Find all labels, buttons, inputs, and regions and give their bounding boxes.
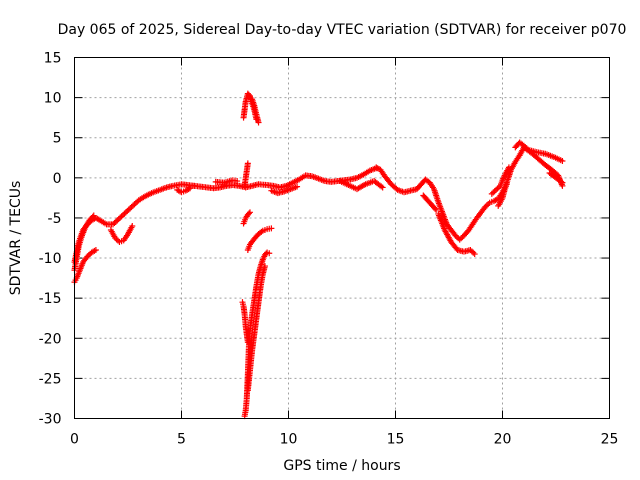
data-point bbox=[379, 184, 386, 191]
x-tick-label: 25 bbox=[601, 432, 619, 448]
data-point bbox=[92, 247, 99, 254]
x-tick-label: 10 bbox=[280, 432, 298, 448]
data-point bbox=[268, 225, 275, 232]
data-point bbox=[246, 209, 253, 216]
data-point bbox=[255, 119, 262, 126]
y-tick-label: -10 bbox=[39, 251, 62, 267]
data-point bbox=[503, 181, 510, 188]
x-axis-label: GPS time / hours bbox=[283, 458, 400, 474]
x-tick-label: 5 bbox=[177, 432, 186, 448]
data-point bbox=[471, 251, 478, 258]
y-tick-label: 15 bbox=[44, 51, 62, 67]
x-tick-label: 15 bbox=[387, 432, 405, 448]
y-tick-label: -20 bbox=[39, 331, 62, 347]
data-point bbox=[244, 339, 251, 346]
data-point bbox=[245, 210, 252, 217]
data-point bbox=[244, 160, 251, 167]
y-tick-labels: -30 -25 -20 -15 -10 -5 0 5 10 15 bbox=[39, 51, 62, 428]
data-point bbox=[433, 206, 440, 213]
grid-lines bbox=[74, 57, 610, 419]
data-point bbox=[266, 250, 273, 257]
y-tick-label: -5 bbox=[48, 211, 62, 227]
data-point bbox=[261, 263, 268, 270]
x-tick-label: 20 bbox=[494, 432, 512, 448]
y-axis-label: SDTVAR / TECUs bbox=[8, 181, 24, 296]
plot-frame bbox=[74, 57, 610, 419]
data-point bbox=[559, 157, 566, 164]
x-tick-labels: 0 5 10 15 20 25 bbox=[70, 432, 618, 448]
data-points bbox=[71, 90, 566, 420]
data-point bbox=[245, 91, 252, 98]
y-tick-label: 10 bbox=[44, 91, 62, 107]
x-tick-label: 0 bbox=[70, 432, 79, 448]
y-tick-label: -15 bbox=[39, 291, 62, 307]
data-point bbox=[294, 183, 301, 190]
y-tick-label: 0 bbox=[53, 171, 62, 187]
y-tick-label: -30 bbox=[39, 412, 62, 428]
data-point bbox=[432, 205, 439, 212]
data-point bbox=[505, 164, 512, 171]
data-point bbox=[187, 185, 194, 192]
data-point bbox=[90, 212, 97, 219]
data-point bbox=[89, 213, 96, 220]
data-point bbox=[234, 178, 241, 185]
y-tick-label: -25 bbox=[39, 371, 62, 387]
chart-title: Day 065 of 2025, Sidereal Day-to-day VTE… bbox=[58, 22, 627, 38]
y-tick-label: 5 bbox=[53, 131, 62, 147]
data-point bbox=[129, 222, 136, 229]
data-point bbox=[558, 178, 565, 185]
data-point bbox=[559, 179, 566, 186]
